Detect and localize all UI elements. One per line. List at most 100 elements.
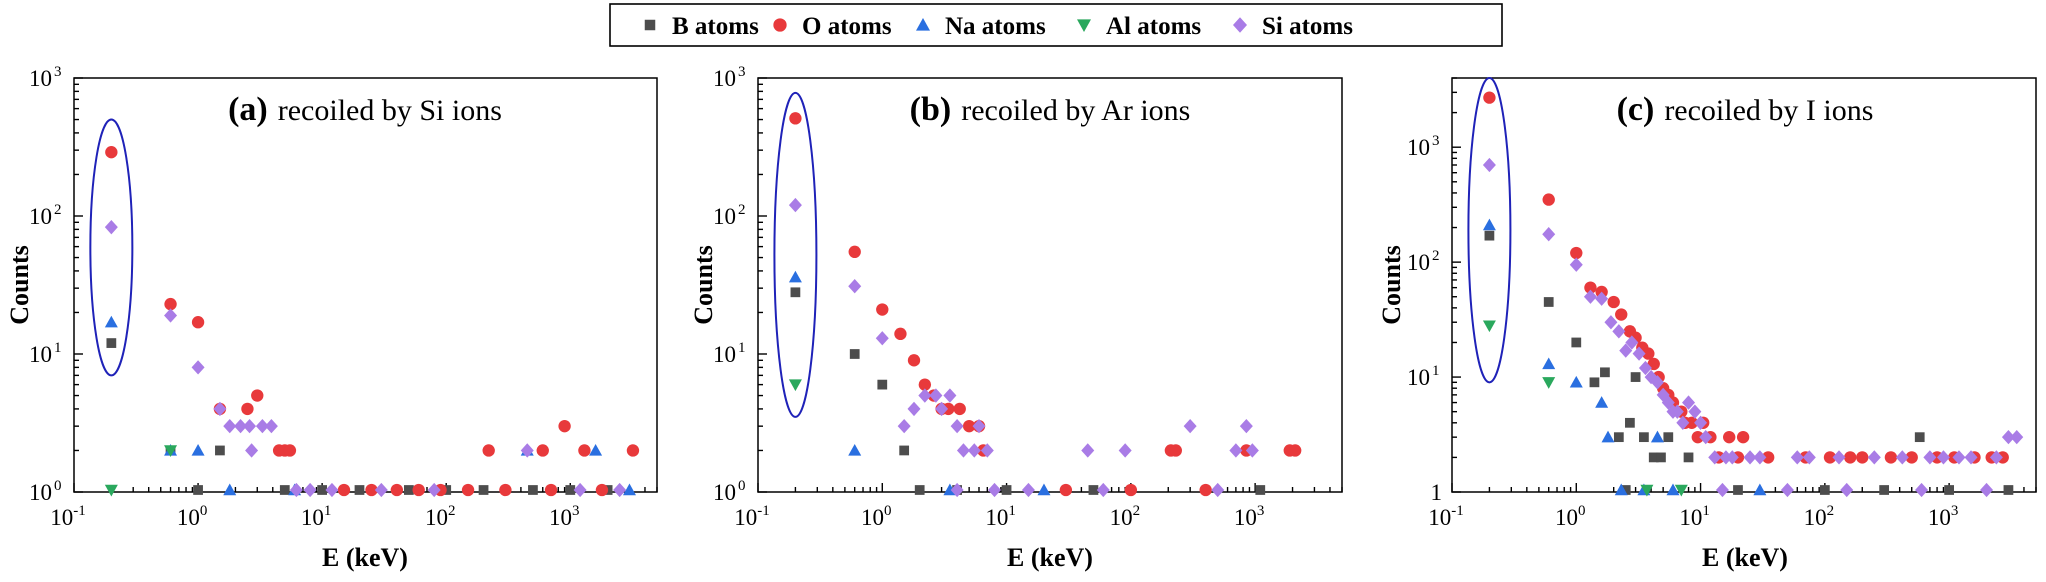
y-tick-exponent: 2 bbox=[1432, 248, 1440, 264]
x-tick-label: 100 bbox=[1555, 503, 1586, 530]
data-point bbox=[877, 379, 888, 390]
x-tick-exponent: -1 bbox=[1451, 503, 1464, 519]
data-point bbox=[193, 485, 203, 495]
data-point bbox=[1682, 395, 1696, 410]
data-point bbox=[1542, 357, 1556, 370]
highlight-ellipse bbox=[1467, 77, 1512, 384]
data-point bbox=[1694, 415, 1708, 430]
legend-label: Si atoms bbox=[1262, 13, 1353, 40]
y-tick-label: 10 bbox=[29, 204, 52, 229]
data-point bbox=[578, 444, 591, 457]
plot-frame bbox=[757, 77, 1343, 493]
panel-title-text: recoiled by Si ions bbox=[278, 94, 502, 127]
data-point bbox=[2001, 430, 2015, 445]
data-point bbox=[223, 419, 237, 434]
y-tick-label: 10 bbox=[1407, 365, 1430, 390]
data-point bbox=[1482, 218, 1496, 231]
data-point bbox=[1743, 450, 1757, 465]
highlight-ellipse bbox=[89, 118, 134, 377]
panel-tag: (b) bbox=[910, 91, 952, 128]
data-point bbox=[953, 402, 966, 416]
legend-label: Al atoms bbox=[1106, 13, 1201, 40]
x-tick-exponent: 0 bbox=[1578, 503, 1586, 519]
data-point bbox=[1625, 417, 1635, 428]
legend-entry: Al atoms bbox=[1077, 13, 1201, 40]
data-point bbox=[1484, 230, 1495, 241]
data-point bbox=[1199, 483, 1212, 497]
x-tick-label: 10-1 bbox=[1428, 503, 1464, 530]
data-point bbox=[1640, 484, 1654, 497]
data-point bbox=[1832, 450, 1846, 465]
legend-label: Na atoms bbox=[945, 13, 1046, 40]
data-point bbox=[558, 419, 571, 433]
data-point bbox=[1884, 451, 1898, 464]
x-tick-label: 10-1 bbox=[734, 503, 770, 530]
highlight-ellipse-shape bbox=[773, 91, 818, 418]
data-point bbox=[544, 483, 558, 497]
series-o-atoms bbox=[1483, 91, 2009, 464]
data-point bbox=[1001, 485, 1012, 495]
data-point bbox=[1802, 450, 1816, 465]
data-point bbox=[962, 419, 976, 433]
data-point bbox=[1762, 451, 1775, 464]
data-point bbox=[1639, 432, 1649, 443]
data-point bbox=[1936, 450, 1950, 465]
panel-title-text: recoiled by Ar ions bbox=[961, 94, 1190, 127]
data-point bbox=[1620, 485, 1631, 495]
data-point bbox=[1619, 343, 1633, 358]
data-point bbox=[2010, 430, 2024, 445]
plot-frame bbox=[1451, 77, 2037, 493]
data-point bbox=[929, 388, 943, 403]
y-tick-label: 10 bbox=[29, 66, 52, 91]
data-point bbox=[191, 360, 205, 375]
data-point bbox=[1688, 404, 1702, 419]
data-point bbox=[790, 287, 801, 298]
x-tick-label: 101 bbox=[301, 503, 332, 530]
data-point bbox=[848, 443, 862, 456]
data-point bbox=[565, 485, 576, 495]
data-point bbox=[478, 485, 489, 495]
data-point bbox=[1183, 419, 1197, 434]
data-point bbox=[1255, 485, 1266, 495]
data-point bbox=[536, 444, 549, 457]
data-point bbox=[1856, 451, 1869, 464]
data-point bbox=[1964, 450, 1978, 465]
y-tick-exponent: 0 bbox=[54, 478, 62, 494]
data-point bbox=[849, 349, 860, 359]
data-point bbox=[191, 316, 205, 329]
data-point bbox=[279, 485, 290, 495]
data-point bbox=[1059, 483, 1073, 497]
data-point bbox=[788, 379, 802, 392]
legend-marker bbox=[773, 18, 787, 32]
series-o-atoms bbox=[105, 146, 640, 497]
data-point bbox=[520, 443, 534, 458]
data-point bbox=[164, 297, 177, 311]
data-point bbox=[213, 401, 227, 417]
data-point bbox=[1569, 257, 1583, 272]
series-al-atoms bbox=[788, 379, 802, 392]
data-point bbox=[1699, 430, 1713, 445]
data-point bbox=[354, 485, 365, 495]
data-point bbox=[1819, 485, 1830, 495]
data-point bbox=[573, 482, 587, 498]
x-tick-exponent: 2 bbox=[1827, 503, 1835, 519]
x-tick-label: 103 bbox=[1928, 503, 1959, 530]
data-point bbox=[1245, 443, 1259, 458]
data-point bbox=[595, 483, 609, 497]
data-point bbox=[907, 354, 921, 367]
data-point bbox=[1914, 432, 1925, 443]
data-point bbox=[894, 327, 907, 341]
data-point bbox=[1989, 450, 2003, 465]
data-point bbox=[403, 485, 414, 495]
data-point bbox=[412, 483, 425, 497]
legend-items: B atoms O atoms Na atoms Al atoms Si atoms bbox=[644, 13, 1353, 40]
y-tick-label: 10 bbox=[29, 342, 52, 367]
data-point bbox=[1229, 443, 1243, 458]
legend-marker bbox=[1077, 19, 1091, 32]
x-tick-label: 100 bbox=[177, 503, 208, 530]
series-o-atoms bbox=[789, 112, 1302, 497]
data-point bbox=[283, 444, 297, 457]
y-tick-exponent: 0 bbox=[738, 478, 746, 494]
